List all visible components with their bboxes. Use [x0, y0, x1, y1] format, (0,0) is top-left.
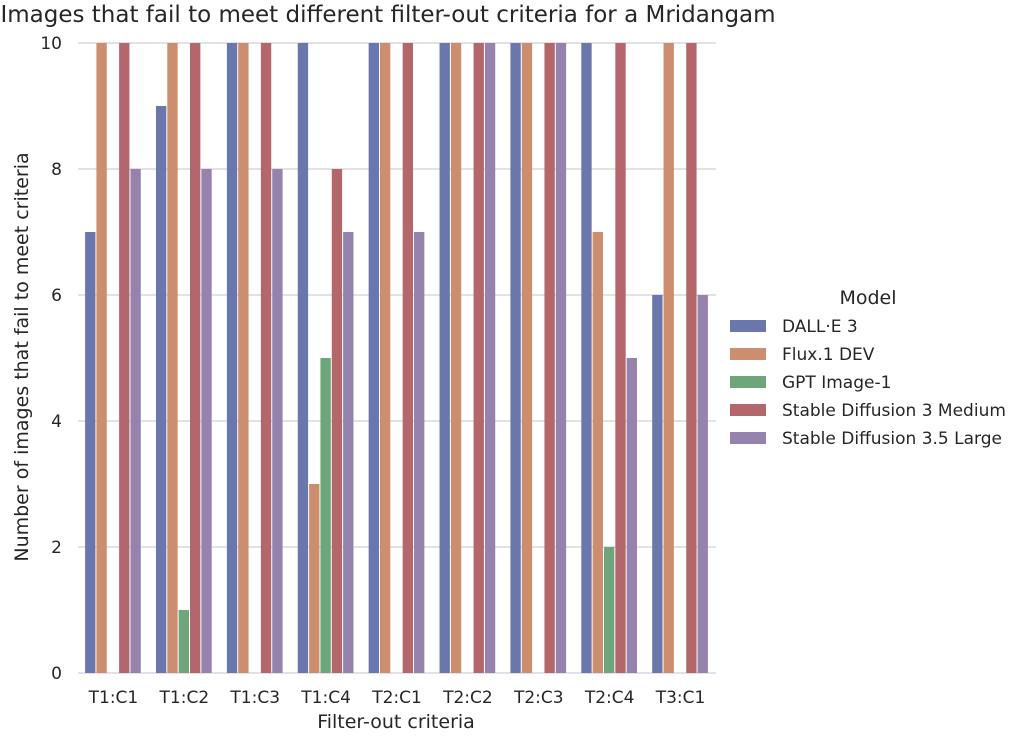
bar: [320, 358, 331, 673]
bar: [592, 232, 603, 673]
bar: [379, 43, 391, 673]
bar: [473, 43, 484, 673]
bar: [510, 43, 521, 673]
bar: [309, 484, 320, 673]
bar: [226, 43, 238, 673]
bar: [155, 106, 167, 673]
bar: [297, 43, 309, 673]
bar: [663, 43, 674, 673]
bar: [544, 43, 555, 673]
bar: [343, 232, 354, 673]
bar: [439, 43, 450, 673]
y-axis-title: Number of images that fail to meet crite…: [11, 152, 33, 561]
bar: [119, 43, 130, 673]
legend-entry: GPT Image-1: [782, 373, 891, 393]
bar: [238, 43, 249, 673]
x-tick-label: T2:C3: [513, 688, 564, 708]
bar: [414, 232, 425, 673]
legend: Model DALL·E 3 Flux.1 DEV GPT Image-1 Stabl…: [730, 287, 1006, 449]
bar: [626, 358, 638, 673]
bar: [260, 43, 272, 673]
x-tick-label: T1:C1: [88, 688, 139, 708]
bars: [85, 43, 708, 673]
bar: [201, 169, 212, 673]
bar: [581, 43, 592, 673]
chart-title: Images that fail to meet different filte…: [0, 2, 775, 28]
legend-entry: DALL·E 3: [782, 317, 858, 337]
legend-entry: Flux.1 DEV: [782, 345, 875, 365]
x-tick-label: T1:C3: [229, 688, 280, 708]
bar: [615, 43, 626, 673]
bar: [603, 547, 615, 673]
y-tick-label: 6: [51, 286, 62, 306]
y-tick-label: 8: [51, 160, 62, 180]
bar: [130, 169, 141, 673]
legend-swatch: [730, 320, 766, 332]
x-axis-title: Filter-out criteria: [317, 711, 475, 733]
x-tick-label: T2:C4: [584, 688, 635, 708]
bar: [272, 169, 283, 673]
bar: [85, 232, 96, 673]
y-tick-labels: 0 2 4 6 8 10: [40, 34, 62, 684]
bar: [484, 43, 496, 673]
bar: [178, 610, 190, 673]
legend-swatch: [730, 348, 766, 360]
legend-entry: Stable Diffusion 3.5 Large: [782, 429, 1002, 449]
bar: [652, 295, 663, 673]
x-tick-label: T2:C1: [371, 688, 422, 708]
legend-swatch: [730, 404, 766, 416]
bar: [686, 43, 697, 673]
x-tick-label: T3:C1: [655, 688, 706, 708]
bar: [368, 43, 379, 673]
y-tick-label: 2: [51, 538, 62, 558]
y-tick-label: 10: [40, 34, 62, 54]
x-tick-labels: T1:C1 T1:C2 T1:C3 T1:C4 T2:C1 T2:C2 T2:C3 T2:C4…: [88, 688, 706, 708]
y-tick-label: 0: [51, 664, 62, 684]
legend-swatch: [730, 376, 766, 388]
bar: [521, 43, 533, 673]
legend-title: Model: [839, 287, 896, 309]
bar: [96, 43, 107, 673]
bar: [450, 43, 462, 673]
y-tick-label: 4: [51, 412, 62, 432]
x-tick-label: T2:C2: [442, 688, 493, 708]
bar: [697, 295, 708, 673]
legend-entry: Stable Diffusion 3 Medium: [782, 401, 1006, 421]
bar: [190, 43, 201, 673]
x-tick-label: T1:C2: [159, 688, 210, 708]
bar: [167, 43, 178, 673]
legend-swatch: [730, 432, 766, 444]
bar: [402, 43, 414, 673]
x-tick-label: T1:C4: [300, 688, 351, 708]
bar: [555, 43, 567, 673]
bar: [331, 169, 343, 673]
